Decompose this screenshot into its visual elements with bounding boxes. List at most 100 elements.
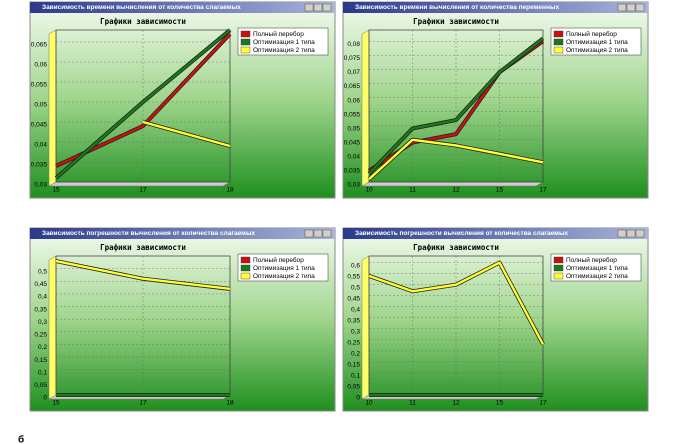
window-button[interactable] bbox=[635, 229, 645, 238]
window-title: Зависимость погрешности вычисления от ко… bbox=[42, 230, 256, 237]
x-tick-label: 18 bbox=[226, 400, 234, 407]
floor bbox=[361, 181, 544, 187]
legend-swatch bbox=[553, 46, 564, 54]
side-wall bbox=[48, 29, 57, 187]
y-tick-label: 0,045 bbox=[344, 139, 361, 146]
y-tick-label: 0 bbox=[356, 395, 360, 402]
y-tick-label: 0,04 bbox=[347, 154, 360, 161]
y-tick-label: 0,2 bbox=[38, 344, 47, 351]
window-button[interactable] bbox=[626, 3, 636, 12]
window-button[interactable] bbox=[304, 229, 314, 238]
chart-window: Зависимость погрешности вычисления от ко… bbox=[342, 227, 649, 412]
y-tick-label: 0,6 bbox=[351, 262, 360, 269]
window-button[interactable] bbox=[617, 3, 627, 12]
x-tick-label: 12 bbox=[452, 187, 460, 194]
chart-window: Зависимость времени вычисления от количе… bbox=[342, 1, 649, 199]
y-tick-label: 0,05 bbox=[347, 384, 360, 391]
x-tick-label: 17 bbox=[139, 400, 147, 407]
y-tick-label: 0,045 bbox=[31, 122, 48, 129]
legend-label: Оптимизация 2 типа bbox=[566, 47, 628, 54]
x-tick-label: 15 bbox=[496, 187, 504, 194]
legend-swatch bbox=[240, 38, 251, 46]
y-tick-label: 0,35 bbox=[347, 317, 360, 324]
y-tick-label: 0,25 bbox=[347, 340, 360, 347]
legend-label: Оптимизация 2 типа bbox=[253, 47, 315, 54]
y-tick-label: 0,1 bbox=[38, 369, 47, 376]
x-tick-label: 17 bbox=[139, 187, 147, 194]
legend-label: Оптимизация 1 типа bbox=[253, 39, 315, 46]
y-tick-label: 0,05 bbox=[34, 102, 47, 109]
legend-box bbox=[237, 27, 329, 56]
window-button[interactable] bbox=[313, 229, 323, 238]
chart-title: Графики зависимости bbox=[413, 17, 499, 26]
y-tick-label: 0,06 bbox=[34, 62, 47, 69]
window-button[interactable] bbox=[322, 3, 332, 12]
y-tick-label: 0,05 bbox=[347, 125, 360, 132]
chart-title: Графики зависимости bbox=[100, 17, 186, 26]
x-tick-label: 15 bbox=[52, 187, 60, 194]
legend-swatch bbox=[553, 272, 564, 280]
y-tick-label: 0,45 bbox=[347, 295, 360, 302]
window-button[interactable] bbox=[322, 229, 332, 238]
title-bar bbox=[30, 2, 335, 13]
legend-swatch bbox=[553, 256, 564, 264]
y-tick-label: 0,25 bbox=[34, 332, 47, 339]
window-button[interactable] bbox=[626, 229, 636, 238]
y-tick-label: 0,035 bbox=[31, 162, 48, 169]
legend-label: Оптимизация 1 типа bbox=[566, 39, 628, 46]
legend-label: Полный перебор bbox=[566, 30, 617, 38]
window-button[interactable] bbox=[304, 3, 314, 12]
legend-swatch bbox=[240, 272, 251, 280]
window-button[interactable] bbox=[617, 229, 627, 238]
y-tick-label: 0,5 bbox=[38, 268, 47, 275]
x-tick-label: 15 bbox=[496, 400, 504, 407]
window-title: Зависимость погрешности вычисления от ко… bbox=[355, 230, 569, 237]
legend-swatch bbox=[553, 264, 564, 272]
x-tick-label: 11 bbox=[409, 400, 416, 407]
y-tick-label: 0,055 bbox=[31, 82, 48, 89]
x-tick-label: 11 bbox=[409, 187, 416, 194]
y-tick-label: 0,15 bbox=[34, 357, 47, 364]
x-tick-label: 10 bbox=[365, 187, 373, 194]
y-tick-label: 0 bbox=[43, 395, 47, 402]
window-button[interactable] bbox=[635, 3, 645, 12]
y-tick-label: 0,065 bbox=[31, 42, 48, 49]
side-wall bbox=[361, 255, 370, 400]
window-title: Зависимость времени вычисления от количе… bbox=[355, 4, 559, 11]
chart-window: Зависимость времени вычисления от количе… bbox=[29, 1, 336, 199]
caption: б bbox=[18, 434, 24, 444]
legend-label: Оптимизация 2 типа bbox=[566, 273, 628, 280]
x-tick-label: 15 bbox=[52, 400, 60, 407]
series-line bbox=[368, 37, 544, 175]
y-tick-label: 0,04 bbox=[34, 142, 47, 149]
side-wall bbox=[361, 29, 370, 187]
side-wall bbox=[48, 255, 57, 400]
series-line bbox=[368, 261, 545, 345]
y-tick-label: 0,35 bbox=[34, 306, 47, 313]
y-tick-label: 0,065 bbox=[344, 83, 361, 90]
title-bar bbox=[343, 2, 648, 13]
y-tick-label: 0,08 bbox=[347, 41, 360, 48]
legend-swatch bbox=[553, 38, 564, 46]
y-tick-label: 0,03 bbox=[347, 182, 360, 189]
legend-box bbox=[237, 253, 329, 282]
legend-label: Оптимизация 1 типа bbox=[566, 265, 628, 272]
window-button[interactable] bbox=[313, 3, 323, 12]
series-line bbox=[55, 259, 231, 291]
legend-swatch bbox=[240, 264, 251, 272]
legend-swatch bbox=[240, 30, 251, 38]
x-tick-label: 17 bbox=[539, 187, 547, 194]
legend-label: Полный перебор bbox=[253, 256, 304, 264]
chart-title: Графики зависимости bbox=[100, 243, 186, 252]
y-tick-label: 0,2 bbox=[351, 351, 360, 358]
y-tick-label: 0,07 bbox=[347, 69, 360, 76]
legend-box bbox=[550, 27, 642, 56]
window-title: Зависимость времени вычисления от количе… bbox=[42, 4, 241, 11]
y-tick-label: 0,3 bbox=[351, 329, 360, 336]
y-tick-label: 0,06 bbox=[347, 97, 360, 104]
series-line bbox=[142, 120, 231, 148]
y-tick-label: 0,45 bbox=[34, 281, 47, 288]
title-bar bbox=[30, 228, 335, 239]
legend-label: Полный перебор bbox=[566, 256, 617, 264]
